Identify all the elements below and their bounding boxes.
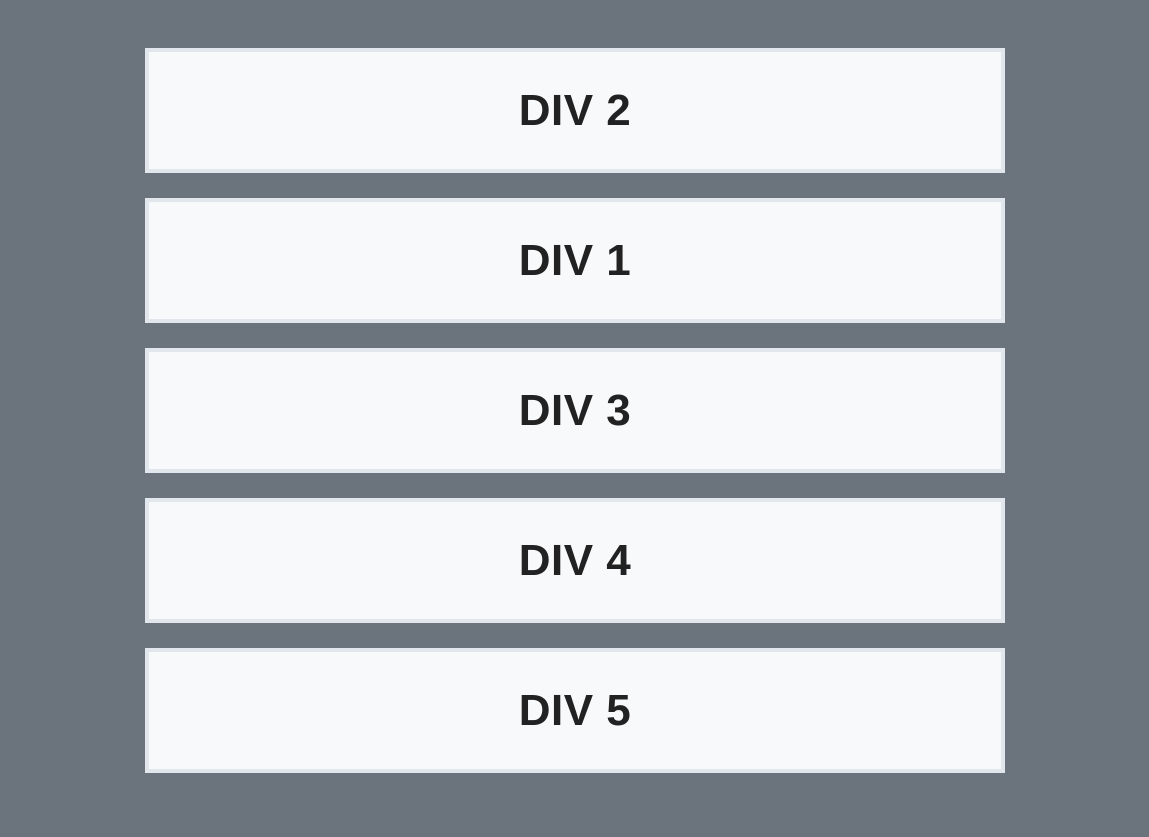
- div-box-label: DIV 2: [518, 85, 632, 135]
- div-box-label: DIV 5: [518, 685, 632, 735]
- div-box-label: DIV 4: [518, 535, 632, 585]
- list-item[interactable]: DIV 4: [145, 498, 1005, 623]
- div-box-label: DIV 3: [518, 385, 632, 435]
- list-item[interactable]: DIV 1: [145, 198, 1005, 323]
- list-item[interactable]: DIV 3: [145, 348, 1005, 473]
- list-item[interactable]: DIV 2: [145, 48, 1005, 173]
- div-stack: DIV 2 DIV 1 DIV 3 DIV 4 DIV 5: [145, 48, 1005, 773]
- list-item[interactable]: DIV 5: [145, 648, 1005, 773]
- div-box-label: DIV 1: [518, 235, 632, 285]
